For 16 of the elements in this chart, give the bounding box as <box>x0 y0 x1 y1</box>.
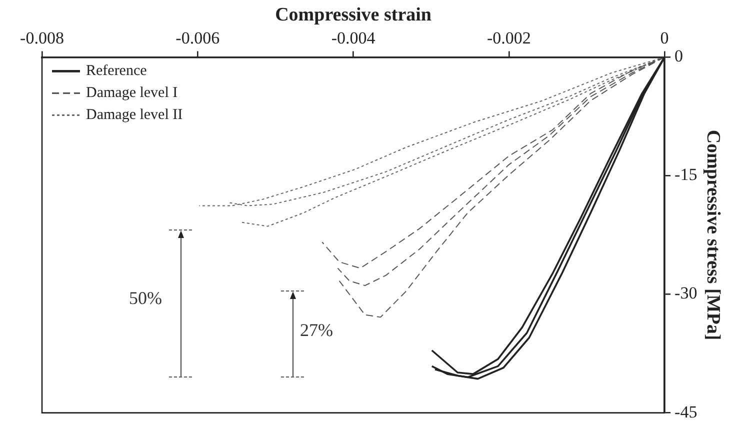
x-tick-label: -0.004 <box>331 28 376 48</box>
y-tick-label: 0 <box>674 46 684 66</box>
y-tick-label: -15 <box>674 165 698 184</box>
y-axis-title: Compressive stress [MPa] <box>702 130 724 340</box>
y-tick-label: -45 <box>674 402 698 422</box>
x-tick-label: -0.008 <box>20 28 64 48</box>
y-tick-label: -30 <box>674 284 698 303</box>
x-tick-label: -0.006 <box>176 28 220 48</box>
x-axis-title: Compressive strain <box>275 4 432 26</box>
legend-label: Damage level II <box>86 107 183 124</box>
x-tick-label: -0.002 <box>486 28 531 48</box>
annotation: 27% <box>300 320 333 341</box>
annotation: 50% <box>129 288 162 309</box>
legend-label: Reference <box>86 63 148 80</box>
legend-label: Damage level I <box>86 85 178 102</box>
x-tick-label: 0 <box>660 28 669 48</box>
